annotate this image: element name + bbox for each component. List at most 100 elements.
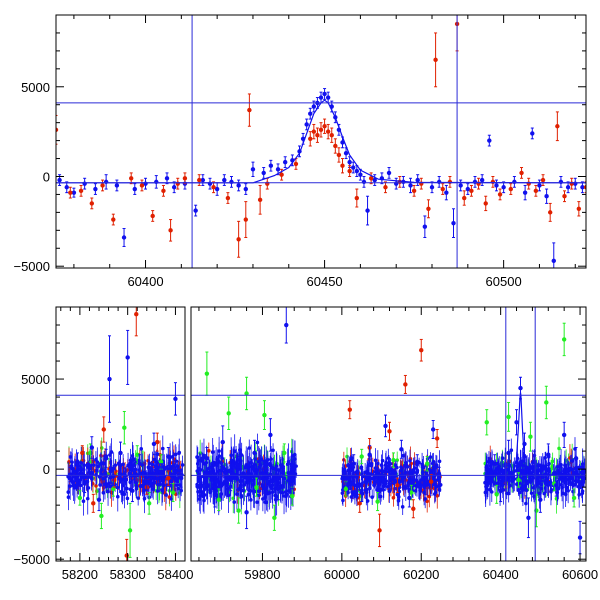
data-point <box>177 451 181 456</box>
cluster-point-blue <box>128 448 133 472</box>
data-point <box>111 486 116 492</box>
data-point <box>95 489 99 494</box>
data-point <box>166 475 171 481</box>
data-point-blue <box>164 172 170 185</box>
cluster-point-blue <box>168 458 172 480</box>
cluster-point-blue <box>280 471 284 504</box>
data-point-blue <box>254 272 258 297</box>
data-point <box>81 499 86 504</box>
cluster-point-blue <box>103 458 108 489</box>
data-point <box>171 185 177 190</box>
data-point <box>103 456 109 461</box>
data-point <box>135 452 140 457</box>
data-point <box>462 195 467 201</box>
data-point-red <box>161 184 166 197</box>
data-point-red <box>426 199 431 219</box>
data-point <box>217 454 221 458</box>
series-red <box>56 15 586 258</box>
data-point <box>259 457 264 462</box>
data-point <box>244 465 248 470</box>
data-point-blue <box>501 181 506 194</box>
data-point-blue <box>96 488 102 512</box>
data-point <box>347 168 352 174</box>
data-point-blue <box>479 174 485 186</box>
data-point <box>371 477 376 481</box>
data-point <box>98 462 103 466</box>
data-point <box>99 446 104 450</box>
data-point-red <box>576 201 582 217</box>
cluster-point-blue <box>155 468 160 490</box>
data-point-blue <box>130 479 135 503</box>
data-point-blue <box>512 175 517 188</box>
data-point <box>429 185 435 190</box>
data-point <box>152 457 157 462</box>
data-point <box>230 471 235 476</box>
data-point <box>383 185 388 190</box>
data-point <box>180 463 185 467</box>
data-point <box>93 186 98 192</box>
cluster-point-blue <box>211 444 216 481</box>
data-point-red <box>526 177 531 190</box>
data-point-red <box>397 175 402 188</box>
data-point <box>108 484 113 489</box>
data-point <box>252 489 257 494</box>
data-point-blue <box>171 181 177 194</box>
data-point <box>383 481 388 486</box>
data-point <box>166 454 171 459</box>
data-point-red <box>56 114 59 145</box>
data-point <box>131 463 136 467</box>
data-point <box>318 127 324 133</box>
data-point <box>118 450 123 456</box>
data-point <box>411 480 416 485</box>
data-point <box>447 179 453 185</box>
data-point-blue <box>214 182 220 196</box>
cluster-point-blue <box>201 479 206 508</box>
data-point-red <box>211 181 216 194</box>
data-point-blue <box>551 242 556 268</box>
data-point <box>214 186 220 192</box>
data-point <box>408 183 413 188</box>
data-point <box>150 462 155 467</box>
cluster-point-blue <box>217 442 221 470</box>
data-point <box>479 177 485 183</box>
data-point <box>254 282 258 286</box>
data-point-blue <box>394 177 399 190</box>
data-point-blue <box>137 454 142 474</box>
data-point <box>557 446 561 451</box>
data-point-red <box>336 147 342 163</box>
data-point <box>94 484 98 488</box>
data-point-red <box>347 165 352 177</box>
cluster-point-blue <box>247 439 252 457</box>
data-point <box>80 450 85 456</box>
data-point <box>164 465 169 470</box>
data-point <box>82 481 87 486</box>
data-point <box>279 172 284 177</box>
cluster-point-blue <box>113 459 118 472</box>
data-point <box>201 491 206 496</box>
data-point <box>125 355 130 360</box>
data-point <box>209 470 213 474</box>
data-point <box>361 179 367 185</box>
data-point <box>207 181 213 186</box>
data-point-blue <box>451 208 456 238</box>
cluster-point-blue <box>169 487 174 511</box>
data-point <box>269 457 273 461</box>
data-point <box>308 136 313 142</box>
cluster-point-blue <box>91 455 96 476</box>
x-tick-label: 60400 <box>127 274 163 289</box>
data-point <box>508 186 513 192</box>
data-point-red <box>166 470 171 486</box>
data-point <box>277 468 282 472</box>
data-point <box>428 455 433 459</box>
cluster-point-blue <box>152 473 157 492</box>
data-point <box>182 176 188 181</box>
data-point-red <box>311 123 317 140</box>
cluster-point-blue <box>264 480 269 496</box>
data-point <box>370 495 375 499</box>
data-point <box>243 217 248 222</box>
data-point <box>128 480 133 484</box>
data-point-blue <box>114 179 120 192</box>
data-point-blue <box>71 187 77 198</box>
data-point <box>275 167 281 172</box>
